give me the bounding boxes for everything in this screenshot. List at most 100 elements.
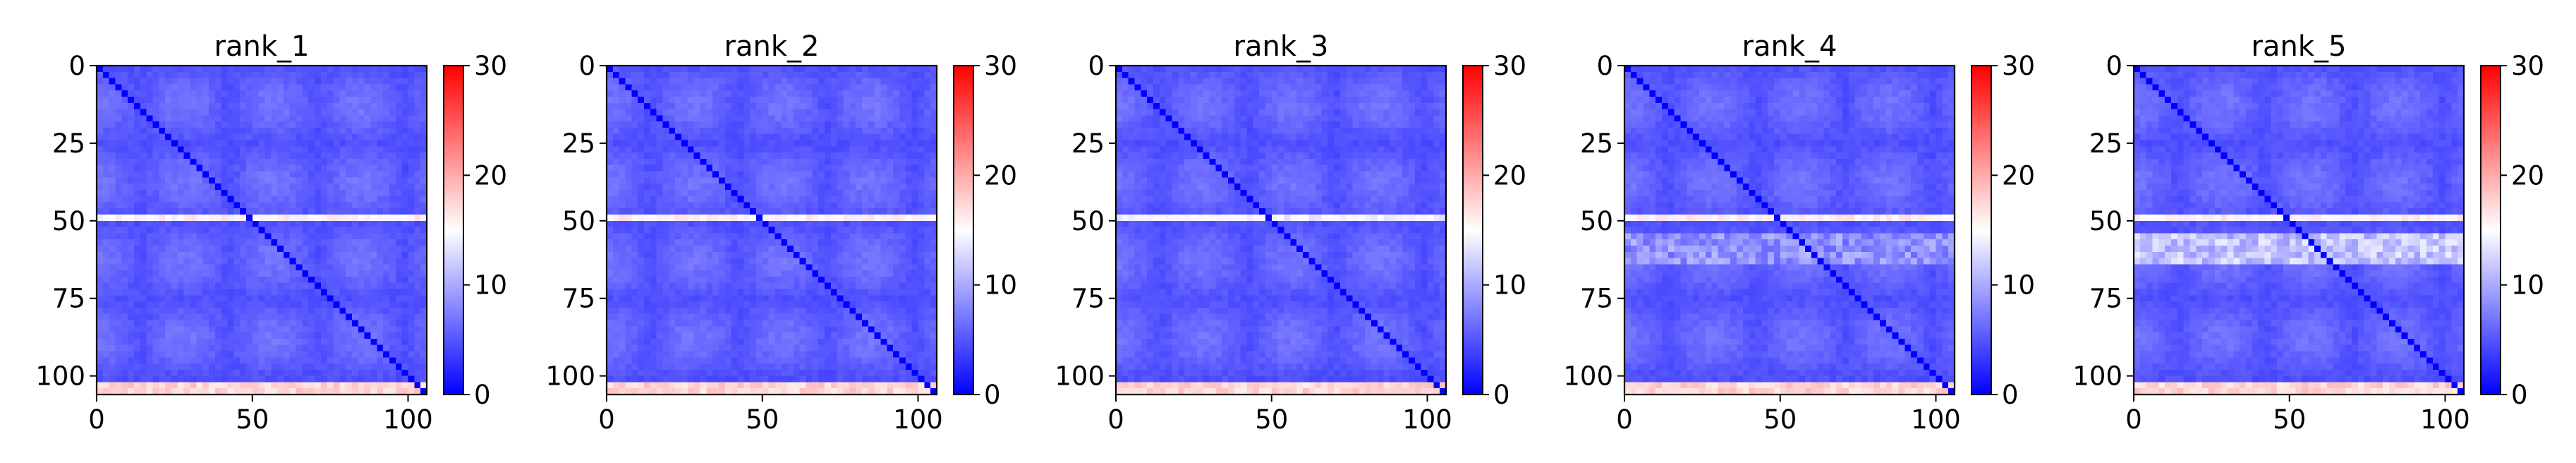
heatmap-cell xyxy=(700,184,707,191)
heatmap-cell xyxy=(302,71,309,79)
heatmap-cell xyxy=(750,270,757,277)
heatmap-cell xyxy=(818,146,825,153)
heatmap-cell xyxy=(825,196,832,203)
heatmap-cell xyxy=(121,152,128,160)
heatmap-cell xyxy=(619,127,626,135)
heatmap-cell xyxy=(171,102,178,110)
heatmap-cell xyxy=(265,71,272,79)
heatmap-cell xyxy=(296,258,303,265)
heatmap-cell xyxy=(687,102,695,110)
heatmap-cell xyxy=(377,388,384,395)
heatmap-cell xyxy=(743,313,751,321)
heatmap-cell xyxy=(911,96,919,104)
heatmap-cell xyxy=(911,78,919,85)
heatmap-cell xyxy=(793,270,801,277)
heatmap-cell xyxy=(650,307,657,315)
heatmap-cell xyxy=(675,196,682,203)
heatmap-cell xyxy=(364,251,372,259)
heatmap-cell xyxy=(818,276,825,284)
heatmap-cell xyxy=(414,239,421,246)
heatmap-cell xyxy=(102,121,110,128)
heatmap-cell xyxy=(227,66,234,73)
heatmap-cell xyxy=(202,233,209,240)
heatmap-cell xyxy=(662,307,669,315)
heatmap-cell xyxy=(302,338,309,346)
heatmap-cell xyxy=(389,140,396,147)
heatmap-cell xyxy=(843,289,850,296)
heatmap-cell xyxy=(414,388,421,395)
heatmap-cell xyxy=(245,245,253,253)
heatmap-cell xyxy=(271,171,278,178)
heatmap-cell xyxy=(296,351,303,358)
heatmap-cell xyxy=(693,177,701,184)
heatmap-cell xyxy=(389,164,396,172)
heatmap-cell xyxy=(208,227,216,234)
heatmap-cell xyxy=(662,258,669,265)
heatmap-cell xyxy=(880,115,887,122)
heatmap-cell xyxy=(806,202,813,209)
heatmap-cell xyxy=(302,307,309,315)
heatmap-cell xyxy=(227,133,234,141)
heatmap-cell xyxy=(128,140,135,147)
heatmap-cell xyxy=(887,158,894,166)
heatmap-cell xyxy=(843,115,850,122)
heatmap-cell xyxy=(930,282,937,290)
heatmap-cell xyxy=(115,109,122,116)
heatmap-cell xyxy=(133,239,141,246)
heatmap-cell xyxy=(190,196,197,203)
heatmap-cell xyxy=(252,102,260,110)
heatmap-cell xyxy=(414,363,421,371)
heatmap-cell xyxy=(774,121,782,128)
heatmap-cell xyxy=(650,102,657,110)
heatmap-cell xyxy=(146,245,154,253)
heatmap-cell xyxy=(874,184,882,191)
heatmap-cell xyxy=(214,189,222,197)
heatmap-cell xyxy=(315,227,322,234)
heatmap-cell xyxy=(202,276,209,284)
heatmap-cell xyxy=(924,115,931,122)
heatmap-cell xyxy=(208,344,216,352)
heatmap-cell xyxy=(612,258,620,265)
heatmap-cell xyxy=(339,177,346,184)
heatmap-cell xyxy=(718,301,726,308)
heatmap-cell xyxy=(638,189,645,197)
heatmap-cell xyxy=(227,164,234,172)
heatmap-cell xyxy=(856,78,863,85)
heatmap-cell xyxy=(171,351,178,358)
heatmap-cell xyxy=(743,177,751,184)
heatmap-cell xyxy=(781,276,788,284)
heatmap-cell xyxy=(619,146,626,153)
heatmap-cell xyxy=(190,133,197,141)
heatmap-cell xyxy=(133,152,141,160)
heatmap-cell xyxy=(327,127,334,135)
heatmap-cell xyxy=(358,307,365,315)
heatmap-cell xyxy=(159,140,166,147)
heatmap-cell xyxy=(102,382,110,389)
heatmap-cell xyxy=(146,189,154,197)
heatmap-cell xyxy=(724,102,732,110)
heatmap-cell xyxy=(320,66,328,73)
heatmap-cell xyxy=(911,115,919,122)
heatmap-cell xyxy=(843,227,850,234)
heatmap-cell xyxy=(183,109,191,116)
heatmap-cell xyxy=(358,375,365,383)
heatmap-cells xyxy=(97,66,427,395)
heatmap-cell xyxy=(364,71,372,79)
heatmap-cell xyxy=(97,189,104,197)
heatmap-cell xyxy=(320,184,328,191)
heatmap-cell xyxy=(221,313,229,321)
heatmap-cell xyxy=(245,215,253,222)
heatmap-cell xyxy=(768,233,776,240)
heatmap-cell xyxy=(289,313,297,321)
heatmap-cell xyxy=(874,239,882,246)
heatmap-cell xyxy=(320,196,328,203)
heatmap-cell xyxy=(612,121,620,128)
heatmap-cell xyxy=(638,66,645,73)
heatmap-cell xyxy=(395,177,403,184)
heatmap-cell xyxy=(737,78,744,85)
heatmap-cell xyxy=(97,388,104,395)
heatmap-cell xyxy=(887,276,894,284)
heatmap-cell xyxy=(302,109,309,116)
heatmap-cell xyxy=(612,84,620,91)
heatmap-cell xyxy=(196,264,203,271)
